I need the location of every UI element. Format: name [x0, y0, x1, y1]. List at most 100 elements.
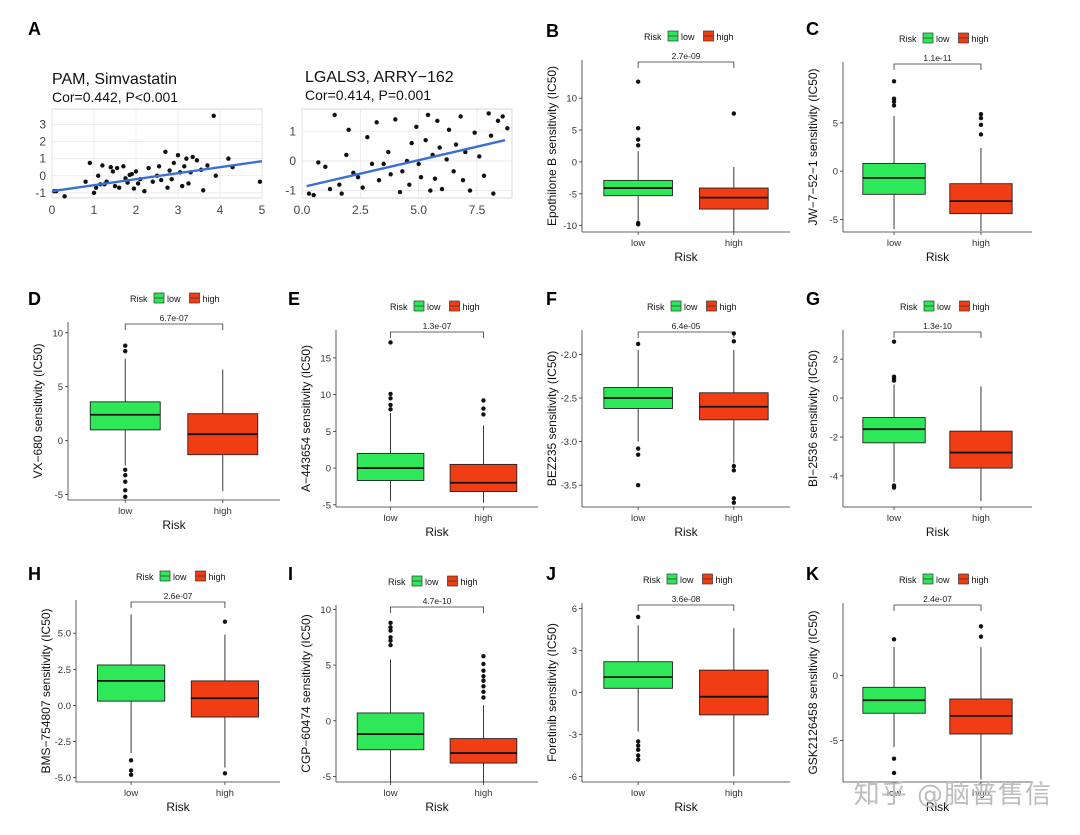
data-point — [407, 182, 412, 187]
data-point — [435, 118, 440, 124]
x-tick-label: 5.0 — [410, 203, 427, 217]
legend-title: Risk — [643, 575, 661, 585]
panel-label: G — [806, 289, 820, 309]
data-point — [171, 160, 176, 166]
data-point — [226, 156, 231, 161]
pvalue-bracket — [124, 323, 224, 330]
data-point — [93, 185, 99, 190]
y-tick-label: 10 — [320, 605, 331, 616]
outlier-point — [481, 412, 486, 417]
data-point — [386, 149, 391, 155]
x-tick-label: low — [631, 513, 645, 524]
outlier-point — [635, 79, 641, 84]
y-axis-label: A−443654 sensitivity (IC50) — [299, 345, 313, 492]
x-tick-label: 2 — [133, 203, 140, 217]
y-tick-label: 15 — [320, 353, 331, 364]
data-point — [205, 163, 210, 168]
x-tick-label: high — [216, 788, 234, 799]
x-axis-label: Risk — [162, 518, 186, 532]
data-point — [117, 185, 122, 190]
y-tick-label: -2 — [830, 432, 838, 443]
panel-label: A — [28, 19, 41, 39]
outlier-point — [891, 637, 897, 642]
legend-title: Risk — [899, 34, 917, 44]
data-point — [472, 130, 477, 135]
x-tick-label: 7.5 — [469, 203, 486, 217]
outlier-point — [891, 99, 897, 104]
outlier-point — [635, 137, 641, 142]
y-tick-label: -2.5 — [561, 394, 577, 405]
data-point — [165, 185, 170, 190]
y-axis-label: Epothilone B sensitivity (IC50) — [545, 66, 559, 226]
x-tick-label: low — [124, 788, 138, 799]
y-tick-label: -5 — [323, 500, 331, 511]
x-tick-label: low — [383, 513, 397, 524]
y-tick-label: 10 — [566, 94, 577, 105]
outlier-point — [731, 463, 737, 469]
x-tick-label: low — [887, 238, 901, 249]
plot-subtitle: Cor=0.414, P=0.001 — [305, 87, 431, 103]
y-tick-label: 0 — [833, 671, 838, 682]
data-point — [432, 176, 438, 181]
data-point — [346, 127, 351, 132]
outlier-point — [978, 122, 984, 127]
legend-title: Risk — [390, 302, 408, 312]
data-point — [110, 169, 116, 174]
pvalue-label: 1.3e-07 — [423, 321, 452, 331]
x-tick-label: high — [972, 788, 990, 799]
data-point — [505, 126, 510, 131]
y-tick-label: 2 — [39, 135, 46, 149]
plot-subtitle: Cor=0.442, P<0.001 — [52, 89, 178, 105]
outlier-point — [731, 339, 737, 344]
y-tick-label: -5 — [55, 490, 63, 501]
data-point — [397, 189, 403, 195]
data-point — [133, 169, 139, 174]
data-point — [337, 182, 342, 187]
data-point — [180, 183, 185, 189]
outlier-point — [222, 771, 228, 776]
legend-label: low — [684, 302, 698, 312]
data-point — [416, 161, 421, 167]
x-axis-label: Risk — [674, 800, 698, 814]
legend-label: low — [167, 294, 181, 304]
data-point — [146, 165, 151, 171]
data-point — [186, 181, 191, 186]
data-point — [369, 161, 375, 167]
pvalue-label: 2.4e-07 — [923, 594, 952, 604]
y-tick-label: 5 — [833, 118, 838, 129]
outlier-point — [388, 635, 393, 640]
outlier-point — [481, 674, 486, 679]
outlier-point — [635, 614, 641, 620]
pvalue-label: 3.6e-08 — [672, 594, 701, 604]
y-tick-label: 5 — [326, 427, 331, 438]
data-point — [344, 152, 349, 158]
pvalue-bracket — [637, 331, 735, 338]
y-axis-label: BI−2536 sensitivity (IC50) — [806, 350, 820, 487]
outlier-point — [481, 689, 486, 695]
x-tick-label: high — [725, 238, 743, 249]
y-tick-label: 0 — [833, 167, 838, 178]
outlier-point — [635, 747, 641, 753]
outlier-point — [481, 654, 486, 659]
y-tick-label: -3.0 — [561, 437, 577, 448]
outlier-point — [123, 467, 128, 472]
panel-label: I — [288, 564, 293, 584]
y-tick-label: 0 — [572, 688, 577, 699]
legend-label: high — [716, 575, 733, 585]
data-point — [460, 178, 466, 183]
data-point — [257, 179, 263, 184]
legend-label: high — [720, 302, 737, 312]
data-point — [163, 149, 168, 154]
x-axis-label: Risk — [926, 250, 950, 264]
y-tick-label: -5 — [323, 772, 331, 783]
box-high — [699, 669, 769, 716]
box-high — [949, 183, 1013, 215]
y-tick-label: 5.0 — [58, 629, 71, 640]
data-point — [182, 164, 187, 169]
outlier-point — [123, 343, 128, 348]
y-tick-label: -5 — [830, 736, 838, 747]
outlier-point — [388, 638, 393, 643]
data-point — [355, 175, 361, 180]
y-tick-label: -1 — [285, 184, 296, 198]
